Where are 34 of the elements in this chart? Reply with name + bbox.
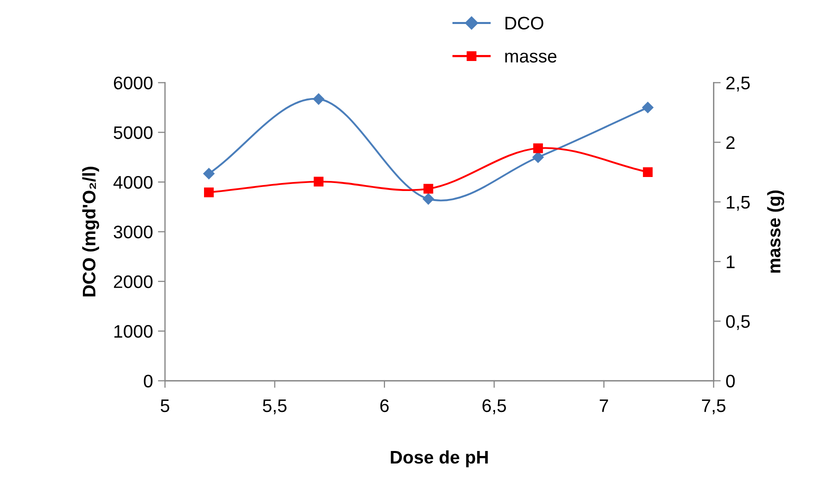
x-tick-label: 7,5	[702, 399, 726, 414]
y-tick-label: 4000	[113, 176, 152, 189]
y2-tick-label: 2	[726, 136, 735, 149]
point	[642, 102, 654, 114]
y2-tick-label: 1,5	[726, 196, 750, 211]
y2-tick-label: 0,5	[726, 315, 750, 330]
point	[204, 188, 214, 198]
y2-tick-label: 0	[726, 374, 735, 388]
legend-label: DCO	[506, 16, 544, 30]
x-tick-label: 5	[160, 399, 170, 412]
y-tick-label: 0	[144, 374, 152, 388]
point	[533, 143, 543, 154]
y-tick-label: 2000	[114, 275, 152, 288]
y-tick-label: 3000	[114, 226, 152, 238]
x-tick-label: 5,5	[262, 399, 287, 414]
y-tick-label: 6000	[114, 76, 152, 90]
point	[422, 193, 434, 205]
y2-axis-title: masse (g)	[767, 190, 784, 273]
x-tick-label: 6,5	[482, 399, 506, 414]
point	[423, 184, 434, 194]
point	[313, 93, 324, 105]
legend-label: masse	[505, 52, 556, 63]
point	[642, 167, 653, 177]
y-axis-title: DCO (mgd'O₂/l)	[82, 166, 100, 296]
point	[203, 168, 214, 180]
y-tick-label: 1000	[114, 325, 152, 338]
point	[532, 152, 544, 163]
y2-tick-label: 1	[726, 256, 735, 268]
x-axis-title: Dose de pH	[390, 450, 488, 468]
y-tick-label: 5000	[114, 126, 152, 140]
x-tick-label: 6	[380, 399, 389, 412]
y2-tick-label: 2,5	[726, 76, 750, 92]
point	[314, 176, 324, 186]
x-tick-label: 7	[600, 399, 608, 412]
